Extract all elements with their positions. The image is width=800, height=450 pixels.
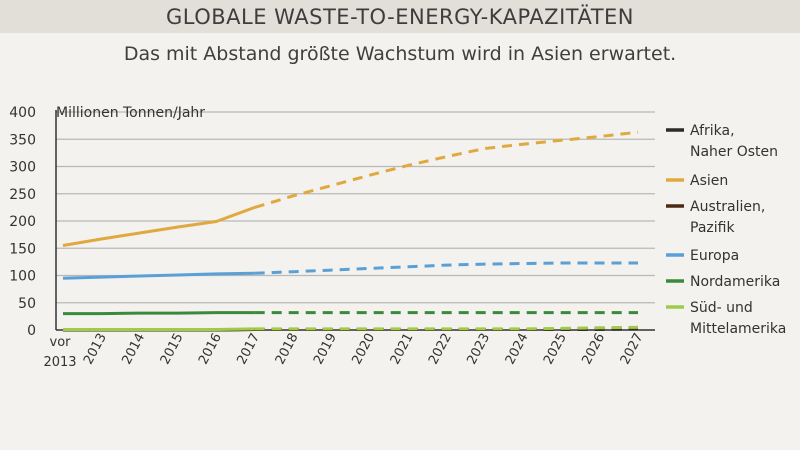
title-bar: GLOBALE WASTE-TO-ENERGY-KAPAZITÄTEN (0, 0, 800, 33)
y-tick-label: 150 (9, 241, 36, 257)
series-lines (62, 130, 639, 332)
legend-label: Naher Osten (690, 144, 778, 160)
x-tick-label: 2020 (349, 331, 378, 367)
chart-subtitle: Das mit Abstand größte Wachstum wird in … (123, 43, 677, 65)
y-tick-label: 0 (27, 323, 36, 339)
series-line-süd-und-forecast (254, 325, 639, 331)
legend-label: Pazifik (690, 220, 735, 236)
series-line-asien-actual (62, 205, 256, 247)
legend-label: Afrika, (690, 123, 735, 139)
x-tick-label: 2025 (541, 331, 570, 367)
series-line-nordamerika-actual (63, 311, 255, 316)
series-line-europa-actual (62, 271, 255, 280)
x-tick-label: 2024 (503, 331, 532, 367)
series-line-asien-forecast (254, 130, 639, 209)
legend-label: Nordamerika (690, 274, 780, 290)
series-line-süd-und-actual (63, 327, 255, 331)
y-tick-label: 50 (18, 296, 36, 312)
x-tick-label: 2022 (426, 331, 455, 367)
x-tick-label: 2016 (196, 331, 225, 367)
legend-label: Mittelamerika (690, 321, 786, 337)
series-line-europa-forecast (254, 261, 638, 275)
legend-label: Süd- und (690, 300, 753, 316)
grid-lines (56, 111, 655, 304)
y-axis-label: Millionen Tonnen/Jahr (56, 105, 205, 121)
y-tick-label: 100 (9, 269, 36, 285)
legend-label: Europa (690, 248, 739, 264)
x-tick-label: 2014 (119, 331, 148, 367)
y-tick-label: 400 (9, 105, 36, 121)
y-tick-label: 250 (9, 187, 36, 203)
x-tick-label: 2013 (43, 355, 76, 370)
x-tick-label: 2019 (311, 331, 340, 367)
y-tick-label: 350 (9, 132, 36, 148)
x-tick-label: 2013 (81, 331, 110, 367)
legend: Afrika, Naher Osten Asien Australien, Pazifi… (666, 123, 786, 337)
chart-title: GLOBALE WASTE-TO-ENERGY-KAPAZITÄTEN (166, 4, 634, 29)
legend-label: Asien (690, 173, 728, 189)
y-tick-label: 300 (9, 160, 36, 176)
x-tick-label: 2017 (234, 331, 263, 367)
x-tick-label: 2026 (579, 331, 608, 367)
x-tick-label: 2018 (273, 331, 302, 367)
x-tick-label: 2023 (464, 331, 493, 367)
x-tick-label: 2027 (618, 331, 647, 367)
x-tick-label: vor (50, 335, 72, 350)
x-tick-label: 2021 (388, 331, 417, 367)
x-tick-label: 2015 (158, 331, 187, 367)
y-tick-label: 200 (9, 214, 36, 230)
legend-label: Australien, (690, 199, 765, 215)
y-axis-ticks: 0 50 100 150 200 250 300 350 400 (9, 105, 36, 339)
